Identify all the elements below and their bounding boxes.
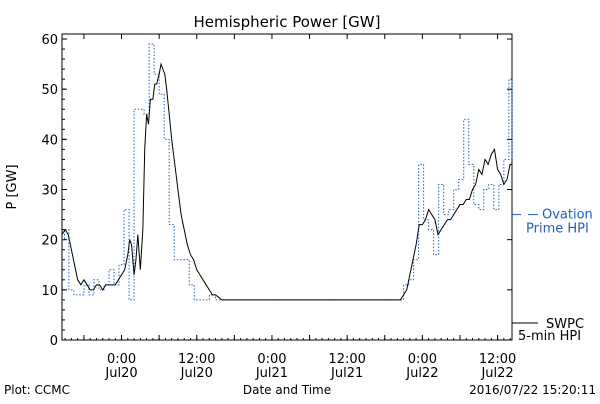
x-axis: 0:00Jul2012:00Jul200:00Jul2112:00Jul210:…: [64, 34, 516, 381]
x-tick-date-label: Jul20: [180, 366, 213, 381]
series-swpc-line: [61, 62, 512, 301]
y-tick-label: 30: [41, 184, 58, 199]
footer-plot-credit: Plot: CCMC: [4, 383, 70, 397]
chart-title: Hemispheric Power [GW]: [194, 13, 381, 31]
x-tick-date-label: Jul21: [330, 366, 363, 381]
plot-frame: [61, 33, 513, 341]
y-tick-label: 60: [41, 33, 58, 48]
legend-swpc-label-2: 5-min HPI: [518, 329, 581, 344]
y-tick-label: 50: [41, 83, 58, 98]
x-tick-date-label: Jul22: [480, 366, 513, 381]
legend-ovation-label: Ovation: [542, 208, 593, 223]
y-tick-label: 0: [50, 334, 58, 349]
x-tick-time-label: 0:00: [107, 352, 136, 367]
y-axis-label: P [GW]: [5, 164, 20, 209]
series-ovation-prime-line: [62, 43, 513, 301]
x-tick-date-label: Jul20: [104, 366, 137, 381]
footer-timestamp: 2016/07/22 15:20:11: [469, 383, 596, 397]
y-axis: 0 10 20 30 40 50 60: [41, 33, 512, 349]
x-tick-time-label: 0:00: [408, 352, 437, 367]
x-axis-label: Date and Time: [243, 383, 331, 397]
x-tick-time-label: 12:00: [479, 352, 516, 367]
x-tick-time-label: 0:00: [257, 352, 286, 367]
y-tick-label: 10: [41, 284, 58, 299]
y-tick-label: 20: [41, 234, 58, 249]
y-tick-label: 40: [41, 133, 58, 148]
x-tick-date-label: Jul21: [255, 366, 288, 381]
x-tick-time-label: 12:00: [178, 352, 215, 367]
legend-swpc-label: SWPC: [546, 317, 584, 332]
x-tick-date-label: Jul22: [405, 366, 438, 381]
x-tick-time-label: 12:00: [328, 352, 365, 367]
legend-ovation-label-2: Prime HPI: [526, 222, 589, 237]
